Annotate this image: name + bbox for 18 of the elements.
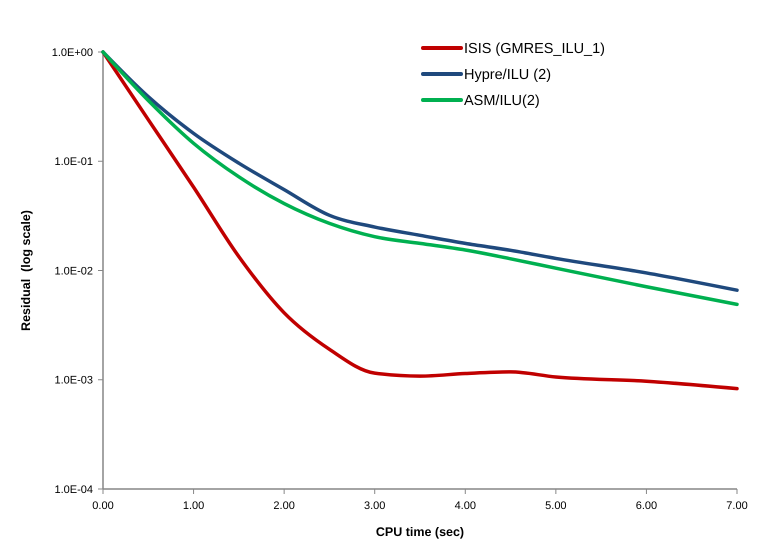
x-tick-label: 6.00 [636,500,658,512]
x-tick-label: 1.00 [182,500,204,512]
x-tick-label: 4.00 [454,500,476,512]
y-tick-label: 1.0E+00 [52,46,93,59]
legend-label: ISIS (GMRES_ILU_1) [464,41,606,58]
y-tick-label: 1.0E-02 [54,265,93,278]
x-axis-title: CPU time (sec) [376,525,464,539]
x-tick-label: 3.00 [364,500,386,512]
x-tick-label: 5.00 [545,500,567,512]
y-tick-label: 1.0E-04 [54,484,93,496]
y-axis-title: Residual (log scale) [19,210,33,331]
x-tick-label: 2.00 [273,500,295,512]
x-tick-label: 7.00 [726,500,748,512]
y-tick-label: 1.0E-01 [54,156,93,168]
legend-label: ASM/ILU(2) [464,93,540,110]
legend-label: Hypre/ILU (2) [464,67,552,84]
y-tick-label: 1.0E-03 [54,374,93,387]
x-tick-label: 0.00 [92,500,114,512]
